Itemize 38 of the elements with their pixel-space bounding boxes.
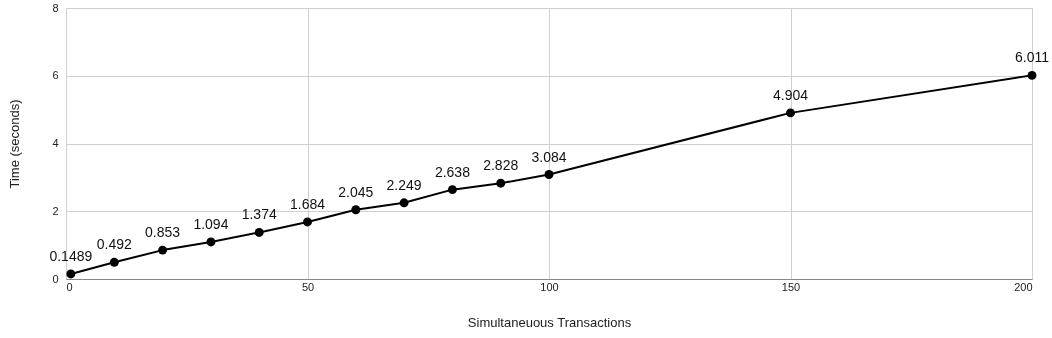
data-label: 0.853 — [145, 224, 181, 241]
point — [399, 198, 409, 208]
point — [786, 108, 795, 118]
y-tick-label: 0 — [52, 272, 59, 285]
data-label: 0.1489 — [49, 247, 93, 264]
y-tick-label: 4 — [52, 137, 59, 149]
point — [496, 178, 506, 188]
x-tick-label: 200 — [1014, 280, 1033, 293]
data-label: 1.094 — [193, 215, 229, 232]
x-axis-title: Simultaneuous Transactions — [467, 314, 632, 330]
point — [66, 269, 76, 279]
data-label: 1.374 — [241, 206, 277, 223]
y-tick-label: 2 — [52, 204, 59, 217]
x-tick-label: 150 — [781, 280, 801, 293]
data-label: 1.684 — [289, 195, 326, 212]
x-tick-label: 0 — [66, 280, 73, 293]
data-label: 2.249 — [386, 176, 422, 193]
point — [206, 237, 216, 247]
y-tick-label: 8 — [52, 1, 59, 14]
point — [303, 217, 312, 227]
x-tick-label: 100 — [540, 280, 559, 293]
point — [1027, 70, 1037, 80]
data-label: 0.492 — [96, 236, 133, 253]
data-label: 6.011 — [1015, 49, 1050, 66]
y-tick-label: 6 — [52, 69, 59, 82]
point — [447, 185, 457, 195]
data-label: 3.084 — [531, 148, 567, 165]
y-axis-title: Time (seconds) — [7, 99, 23, 189]
data-label: 4.904 — [772, 86, 809, 103]
data-label: 2.828 — [483, 157, 519, 174]
x-tick-label: 50 — [301, 280, 315, 293]
point — [544, 170, 554, 179]
data-label: 2.045 — [338, 183, 374, 200]
data-label: 2.638 — [434, 163, 471, 180]
point — [158, 245, 168, 255]
point — [351, 205, 361, 215]
point — [109, 257, 119, 267]
point — [254, 227, 264, 237]
